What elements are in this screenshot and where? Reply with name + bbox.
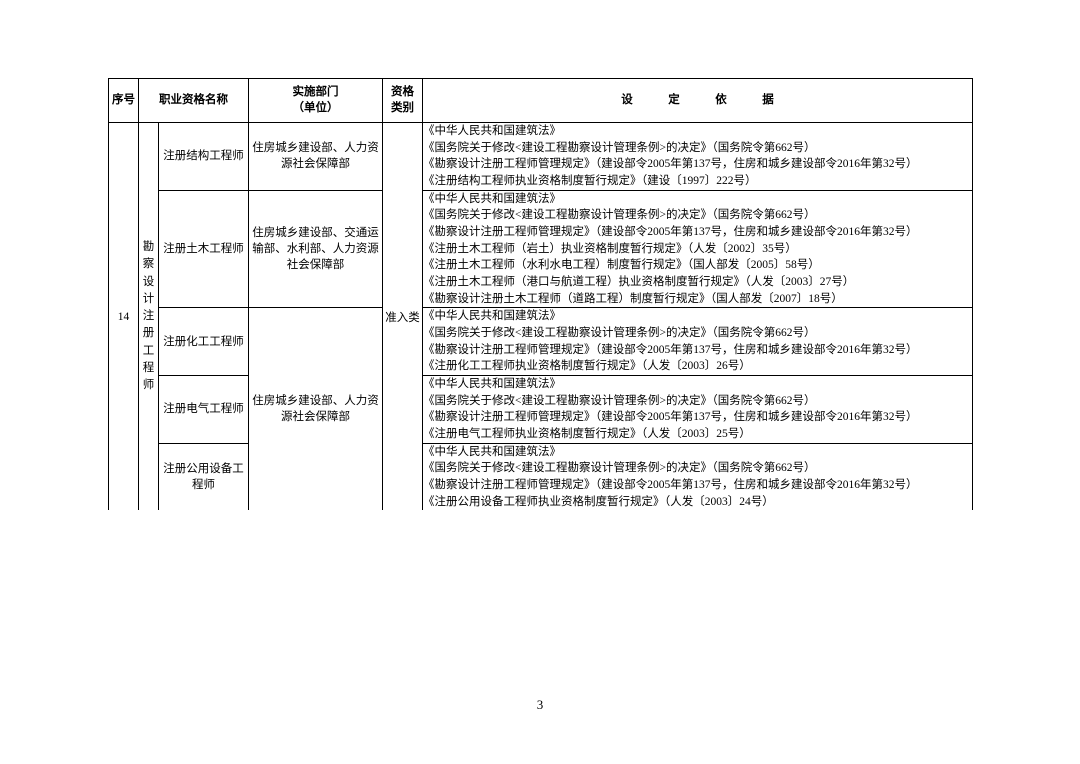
qual-name-cell: 注册结构工程师 (159, 123, 249, 191)
basis-cell: 《中华人民共和国建筑法》《国务院关于修改<建设工程勘察设计管理条例>的决定》（国… (423, 190, 973, 308)
qualification-table: 序号 职业资格名称 实施部门 （单位） 资格 类别 设 定 依 据 14勘察设计… (108, 78, 973, 510)
basis-line: 《国务院关于修改<建设工程勘察设计管理条例>的决定》（国务院令第662号） (423, 140, 972, 157)
table-row: 注册土木工程师住房城乡建设部、交通运输部、水利部、人力资源社会保障部《中华人民共… (109, 190, 973, 308)
basis-line: 《国务院关于修改<建设工程勘察设计管理条例>的决定》（国务院令第662号） (423, 460, 972, 477)
table-row: 注册公用设备工程师 《中华人民共和国建筑法》《国务院关于修改<建设工程勘察设计管理… (109, 443, 973, 510)
header-type: 资格 类别 (383, 79, 423, 123)
basis-cell: 《中华人民共和国建筑法》《国务院关于修改<建设工程勘察设计管理条例>的决定》（国… (423, 376, 973, 444)
basis-line: 《勘察设计注册工程师管理规定》（建设部令2005年第137号，住房和城乡建设部令… (423, 224, 972, 241)
basis-line: 《注册土木工程师（港口与航道工程）执业资格制度暂行规定》（人发〔2003〕27号… (423, 274, 972, 291)
table-body: 14勘察设计注册工程师注册结构工程师住房城乡建设部、人力资源社会保障部准入类《中… (109, 123, 973, 511)
basis-line: 《中华人民共和国建筑法》 (423, 123, 972, 140)
table-header-row: 序号 职业资格名称 实施部门 （单位） 资格 类别 设 定 依 据 (109, 79, 973, 123)
seq-cell: 14 (109, 123, 139, 511)
basis-line: 《注册公用设备工程师执业资格制度暂行规定》（人发〔2003〕24号） (423, 494, 972, 511)
basis-line: 《勘察设计注册土木工程师（道路工程）制度暂行规定》（国人部发〔2007〕18号） (423, 291, 972, 308)
qual-name-cell: 注册化工工程师 (159, 308, 249, 376)
basis-line: 《国务院关于修改<建设工程勘察设计管理条例>的决定》（国务院令第662号） (423, 325, 972, 342)
basis-line: 《国务院关于修改<建设工程勘察设计管理条例>的决定》（国务院令第662号） (423, 393, 972, 410)
category-vertical-label: 勘察设计注册工程师 (139, 123, 159, 511)
basis-line: 《国务院关于修改<建设工程勘察设计管理条例>的决定》（国务院令第662号） (423, 207, 972, 224)
type-cell: 准入类 (383, 123, 423, 511)
qual-name-cell: 注册公用设备工程师 (159, 443, 249, 510)
table-row: 14勘察设计注册工程师注册结构工程师住房城乡建设部、人力资源社会保障部准入类《中… (109, 123, 973, 191)
dept-cell: 住房城乡建设部、人力资源社会保障部 (249, 123, 383, 191)
table-row: 注册化工工程师住房城乡建设部、人力资源社会保障部《中华人民共和国建筑法》《国务院… (109, 308, 973, 376)
dept-cell: 住房城乡建设部、交通运输部、水利部、人力资源社会保障部 (249, 190, 383, 308)
table-row: 注册电气工程师 《中华人民共和国建筑法》《国务院关于修改<建设工程勘察设计管理条例… (109, 376, 973, 444)
header-seq: 序号 (109, 79, 139, 123)
basis-line: 《勘察设计注册工程师管理规定》（建设部令2005年第137号，住房和城乡建设部令… (423, 409, 972, 426)
header-dept: 实施部门 （单位） (249, 79, 383, 123)
qual-name-cell: 注册土木工程师 (159, 190, 249, 308)
basis-cell: 《中华人民共和国建筑法》《国务院关于修改<建设工程勘察设计管理条例>的决定》（国… (423, 308, 973, 376)
basis-line: 《中华人民共和国建筑法》 (423, 376, 972, 393)
basis-line: 《勘察设计注册工程师管理规定》（建设部令2005年第137号，住房和城乡建设部令… (423, 156, 972, 173)
basis-line: 《中华人民共和国建筑法》 (423, 191, 972, 208)
page-number: 3 (0, 697, 1080, 713)
basis-cell: 《中华人民共和国建筑法》《国务院关于修改<建设工程勘察设计管理条例>的决定》（国… (423, 123, 973, 191)
qual-name-cell: 注册电气工程师 (159, 376, 249, 444)
basis-line: 《注册土木工程师（水利水电工程）制度暂行规定》（国人部发〔2005〕58号） (423, 257, 972, 274)
dept-cell: 住房城乡建设部、人力资源社会保障部 (249, 308, 383, 511)
basis-cell: 《中华人民共和国建筑法》《国务院关于修改<建设工程勘察设计管理条例>的决定》（国… (423, 443, 973, 510)
basis-line: 《勘察设计注册工程师管理规定》（建设部令2005年第137号，住房和城乡建设部令… (423, 477, 972, 494)
header-qual-name: 职业资格名称 (139, 79, 249, 123)
basis-line: 《注册土木工程师（岩土）执业资格制度暂行规定》（人发〔2002〕35号） (423, 241, 972, 258)
basis-line: 《注册电气工程师执业资格制度暂行规定》（人发〔2003〕25号） (423, 426, 972, 443)
basis-line: 《注册化工工程师执业资格制度暂行规定》（人发〔2003〕26号） (423, 358, 972, 375)
basis-line: 《勘察设计注册工程师管理规定》（建设部令2005年第137号，住房和城乡建设部令… (423, 342, 972, 359)
document-page: 序号 职业资格名称 实施部门 （单位） 资格 类别 设 定 依 据 14勘察设计… (108, 78, 972, 510)
basis-line: 《注册结构工程师执业资格制度暂行规定》（建设〔1997〕222号） (423, 173, 972, 190)
basis-line: 《中华人民共和国建筑法》 (423, 308, 972, 325)
basis-line: 《中华人民共和国建筑法》 (423, 444, 972, 461)
header-basis: 设 定 依 据 (423, 79, 973, 123)
